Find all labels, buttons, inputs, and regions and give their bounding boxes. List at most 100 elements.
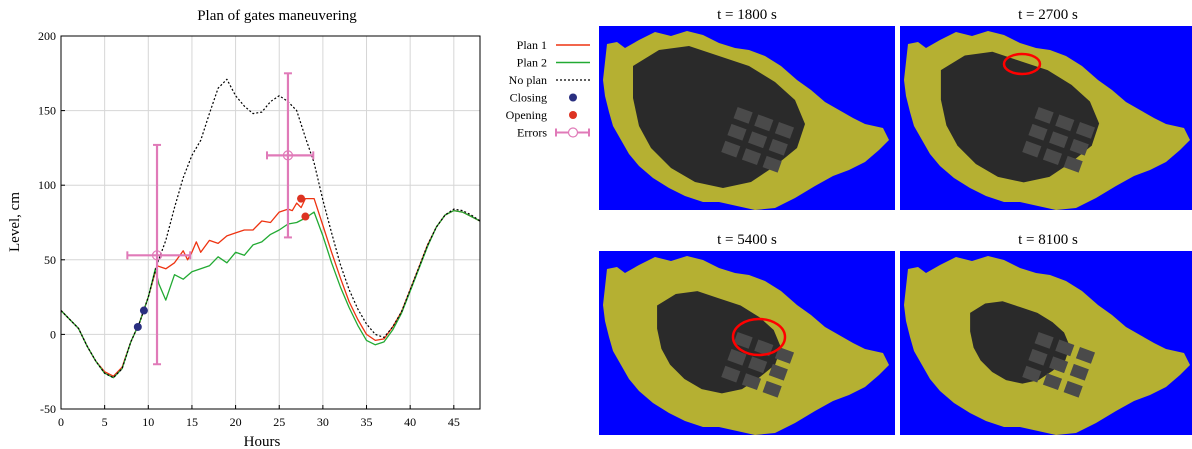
flood-map-image xyxy=(900,26,1192,210)
building-block xyxy=(1034,106,1054,124)
building-block xyxy=(774,346,795,364)
building-block xyxy=(748,356,768,374)
chart-series xyxy=(60,78,481,379)
building-block xyxy=(721,140,741,158)
closing-point xyxy=(133,322,142,331)
building-block xyxy=(754,114,774,132)
building-block xyxy=(1049,356,1069,374)
legend-swatch-marker xyxy=(569,111,577,119)
series-line-plan-1 xyxy=(60,197,481,377)
legend-label: Plan 1 xyxy=(517,38,547,52)
building-block xyxy=(1022,365,1042,383)
panel-title: t = 5400 s xyxy=(717,232,777,248)
building-block xyxy=(733,331,753,349)
water-level-chart: Plan of gates maneuvering 0 5 10 15 20 25 30 35… xyxy=(7,8,590,449)
building-block xyxy=(1063,380,1083,398)
flood-map-drawing xyxy=(599,251,895,435)
opening-point xyxy=(301,212,310,221)
error-bars xyxy=(126,72,315,366)
series-line-no-plan xyxy=(60,78,481,379)
x-tick-label: 40 xyxy=(404,415,416,429)
legend-label: Errors xyxy=(517,126,547,140)
x-axis-label: Hours xyxy=(244,434,281,449)
building-block xyxy=(1028,123,1048,141)
map-panel-3: t = 5400 s xyxy=(599,229,895,435)
y-tick-label: 50 xyxy=(44,253,56,267)
map-panel-4: t = 8100 s xyxy=(900,229,1192,435)
flood-map-drawing xyxy=(599,26,895,210)
map-panel-2: t = 2700 s xyxy=(900,4,1192,210)
building-block xyxy=(1049,131,1069,149)
flood-map-image xyxy=(599,251,895,435)
x-axis-ticks: 0 5 10 15 20 25 30 35 40 45 xyxy=(58,405,460,429)
chart-grid xyxy=(61,36,480,409)
legend-label: Closing xyxy=(510,91,547,105)
y-tick-label: 0 xyxy=(50,327,56,341)
chart-title: Plan of gates maneuvering xyxy=(197,8,357,24)
legend-label: Plan 2 xyxy=(517,56,547,70)
highlight-circle xyxy=(731,317,787,357)
x-tick-label: 35 xyxy=(361,415,373,429)
dry-urban-area xyxy=(970,301,1070,384)
building-block xyxy=(748,131,768,149)
x-tick-label: 30 xyxy=(317,415,329,429)
x-tick-label: 25 xyxy=(273,415,285,429)
building-block xyxy=(754,339,774,357)
panel-title: t = 1800 s xyxy=(717,7,777,23)
building-block xyxy=(1069,138,1089,156)
chart-legend: Plan 1 Plan 2 No plan Closing Opening Errors xyxy=(506,38,590,140)
flood-map-image xyxy=(599,26,895,210)
building-block xyxy=(1034,331,1054,349)
building-block xyxy=(741,373,762,391)
building-block xyxy=(1075,121,1096,139)
building-block xyxy=(1055,339,1075,357)
x-tick-label: 20 xyxy=(230,415,242,429)
building-block xyxy=(768,363,788,381)
building-block xyxy=(1042,373,1063,391)
closing-point xyxy=(139,306,148,315)
building-block xyxy=(721,365,741,383)
building-block xyxy=(774,121,795,139)
series-line-plan-2 xyxy=(60,209,481,379)
building-block xyxy=(727,123,747,141)
flood-map-image xyxy=(900,251,1192,435)
x-tick-label: 10 xyxy=(142,415,154,429)
building-block xyxy=(741,148,762,166)
building-block xyxy=(1069,363,1089,381)
building-block xyxy=(1063,155,1083,173)
opening-point xyxy=(297,194,306,203)
y-tick-label: -50 xyxy=(40,402,56,416)
legend-label: No plan xyxy=(509,73,547,87)
y-tick-label: 200 xyxy=(38,29,56,43)
x-tick-label: 15 xyxy=(186,415,198,429)
y-tick-label: 150 xyxy=(38,104,56,118)
flood-map-drawing xyxy=(900,251,1192,435)
building-block xyxy=(727,348,747,366)
legend-label: Opening xyxy=(506,108,547,122)
x-tick-label: 5 xyxy=(102,415,108,429)
map-panel-1: t = 1800 s xyxy=(599,4,895,210)
dry-urban-area xyxy=(633,46,805,188)
event-markers xyxy=(133,194,310,331)
y-axis-label: Level, cm xyxy=(7,192,23,252)
dry-urban-area xyxy=(940,51,1100,183)
y-axis-ticks: -50 0 50 100 150 200 xyxy=(38,29,65,416)
highlight-circle xyxy=(1002,52,1042,76)
error-center-marker xyxy=(151,250,163,261)
building-block xyxy=(1028,348,1048,366)
error-center-marker xyxy=(282,150,294,161)
building-block xyxy=(762,380,782,398)
x-tick-label: 45 xyxy=(448,415,460,429)
panel-title: t = 8100 s xyxy=(1018,232,1078,248)
building-block xyxy=(1022,140,1042,158)
legend-swatch-marker xyxy=(569,93,577,102)
x-tick-label: 0 xyxy=(58,415,64,429)
building-block xyxy=(762,155,782,173)
y-tick-label: 100 xyxy=(38,178,56,192)
building-block xyxy=(733,106,753,124)
plot-frame xyxy=(60,35,481,410)
building-block xyxy=(1042,148,1063,166)
building-block xyxy=(1075,346,1096,364)
building-block xyxy=(1055,114,1075,132)
panel-title: t = 2700 s xyxy=(1018,7,1078,23)
